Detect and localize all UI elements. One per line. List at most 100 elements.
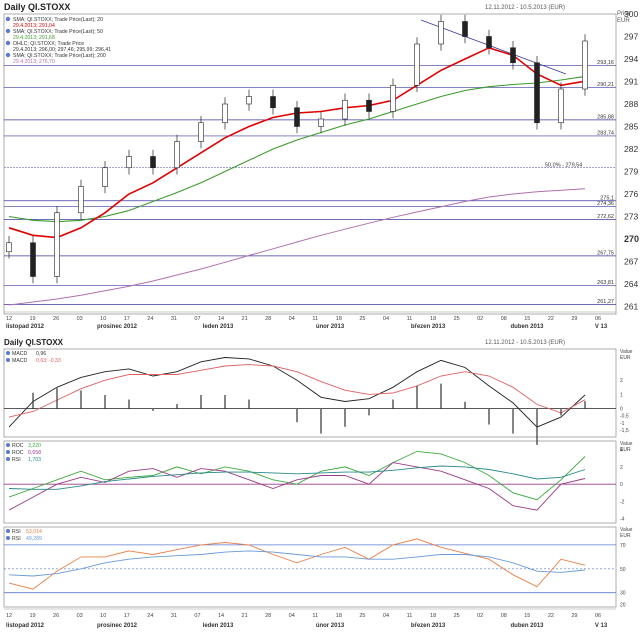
candle-body-23 bbox=[558, 88, 564, 124]
macd-panel[interactable] bbox=[3, 348, 617, 438]
price-tick-8: 276 bbox=[624, 189, 638, 199]
legend-sma50-value: 29.4.2013; 291,68 bbox=[13, 35, 55, 41]
g-rsi-ytick-2: 70 bbox=[620, 543, 626, 549]
g-macd-ytick-0: Value bbox=[620, 349, 633, 355]
day-tick-1-23: 22 bbox=[548, 613, 554, 619]
day-tick-0-23: 22 bbox=[548, 316, 554, 322]
candle-body-22 bbox=[534, 62, 540, 124]
month-label-1-3: únor 2013 bbox=[316, 623, 345, 629]
day-tick-1-25: 06 bbox=[595, 613, 601, 619]
day-tick-0-10: 21 bbox=[242, 316, 248, 322]
candle-body-8 bbox=[198, 122, 204, 142]
legend-dot-macd2 bbox=[6, 358, 10, 362]
day-tick-1-1: 19 bbox=[29, 613, 35, 619]
day-tick-0-13: 11 bbox=[312, 316, 318, 322]
trend-line bbox=[420, 19, 567, 75]
candle-body-15 bbox=[366, 99, 372, 112]
level-label-1: 290,21 bbox=[597, 82, 614, 88]
legend-dot-sma50 bbox=[5, 28, 11, 34]
g-macd-ytick-1: EUR bbox=[620, 355, 631, 361]
lower-date-range: 12.11.2012 - 10.5.2013 (EUR) bbox=[485, 340, 565, 346]
candle-body-11 bbox=[270, 96, 276, 109]
candle-body-7 bbox=[174, 141, 180, 169]
candle-body-6 bbox=[150, 156, 156, 169]
month-label-0-1: prosinec 2012 bbox=[97, 324, 138, 330]
fib-label: 50,0% - 279,54 bbox=[545, 162, 582, 168]
candle-body-16 bbox=[390, 84, 396, 112]
g-macd-ytick-7: -1,5 bbox=[620, 428, 629, 434]
price-tick-3: 291 bbox=[624, 77, 638, 87]
level-label-7: 267,75 bbox=[597, 250, 614, 256]
price-panel[interactable] bbox=[3, 13, 617, 315]
main-legend: SMA; QI.STOXX; Trade Price(Last); 20 29.… bbox=[5, 16, 111, 65]
g-roc-ytick-5: -2 bbox=[620, 499, 625, 505]
candle-body-5 bbox=[126, 156, 132, 169]
g-roc-ytick-3: 2 bbox=[620, 465, 623, 471]
month-label-1-5: duben 2013 bbox=[510, 623, 544, 629]
sma200-line bbox=[8, 188, 586, 306]
month-label-0-6: V 13 bbox=[595, 324, 608, 330]
candle-body-1 bbox=[30, 242, 36, 277]
candle-body-21 bbox=[510, 47, 516, 64]
day-tick-0-19: 25 bbox=[454, 316, 460, 322]
day-tick-0-15: 25 bbox=[359, 316, 365, 322]
main-date-range: 12.11.2012 - 10.5.2013 (EUR) bbox=[485, 5, 565, 11]
day-tick-1-13: 11 bbox=[312, 613, 318, 619]
g-macd-ytick-5: -0,5 bbox=[620, 414, 629, 420]
day-tick-0-5: 17 bbox=[124, 316, 130, 322]
candle-body-3 bbox=[78, 186, 84, 214]
rsi-legend: RSI 53,014 RSI 49,289 bbox=[6, 529, 42, 542]
currency-unit-label: EUR bbox=[617, 18, 630, 24]
day-tick-0-16: 04 bbox=[383, 316, 389, 322]
day-tick-1-7: 31 bbox=[171, 613, 177, 619]
day-tick-1-5: 17 bbox=[124, 613, 130, 619]
day-tick-1-0: 12 bbox=[6, 613, 12, 619]
day-tick-1-2: 26 bbox=[53, 613, 59, 619]
macd-legend-1-value: 0,96 bbox=[36, 351, 46, 357]
day-tick-0-9: 14 bbox=[218, 316, 224, 322]
roc-legend-3-value: 1,703 bbox=[28, 457, 41, 463]
month-label-1-6: V 13 bbox=[595, 623, 608, 629]
g-rsi-series-1 bbox=[8, 550, 586, 577]
g-roc-ytick-0: Value bbox=[620, 441, 633, 447]
legend-dot-sma200 bbox=[5, 52, 11, 58]
price-tick-2: 294 bbox=[624, 54, 638, 64]
legend-dot-rsi1 bbox=[6, 529, 10, 533]
day-tick-0-6: 24 bbox=[147, 316, 153, 322]
g-roc-ytick-1: EUR bbox=[620, 447, 631, 453]
main-chart-title: Daily QI.STOXX bbox=[4, 2, 70, 12]
g-macd-series-1 bbox=[8, 364, 586, 418]
legend-ohlc-value: 29.4.2013; 296,00; 297,46; 295,99; 296,4… bbox=[13, 47, 111, 53]
day-tick-0-21: 08 bbox=[501, 316, 507, 322]
candle-body-18 bbox=[438, 21, 444, 45]
legend-sma20-value: 29.4.2013; 291,04 bbox=[13, 23, 55, 29]
g-rsi-ytick-1: EUR bbox=[620, 533, 631, 539]
candle-body-0 bbox=[6, 242, 12, 253]
price-tick-9: 273 bbox=[624, 212, 638, 222]
day-tick-0-8: 07 bbox=[194, 316, 200, 322]
roc-legend-2-name: ROC bbox=[12, 450, 24, 456]
legend-dot-ohlc bbox=[5, 40, 11, 46]
price-tick-12: 264 bbox=[624, 279, 638, 289]
day-tick-0-25: 06 bbox=[595, 316, 601, 322]
g-roc-series-1 bbox=[8, 462, 586, 511]
legend-sma50-label: SMA; QI.STOXX; Trade Price(Last); 50 bbox=[13, 29, 103, 35]
rsi-panel[interactable] bbox=[3, 526, 617, 608]
day-tick-0-20: 02 bbox=[477, 316, 483, 322]
legend-dot-macd1 bbox=[6, 351, 10, 355]
g-roc-series-0 bbox=[8, 450, 586, 501]
day-tick-1-10: 21 bbox=[242, 613, 248, 619]
g-rsi-ytick-0: Value bbox=[620, 527, 633, 533]
roc-panel[interactable] bbox=[3, 440, 617, 524]
level-label-3: 283,74 bbox=[597, 130, 614, 136]
g-rsi-ytick-4: 30 bbox=[620, 591, 626, 597]
day-tick-1-24: 29 bbox=[571, 613, 577, 619]
legend-dot-rsi2 bbox=[6, 536, 10, 540]
month-label-1-2: leden 2013 bbox=[203, 623, 234, 629]
price-tick-1: 297 bbox=[624, 32, 638, 42]
day-tick-0-18: 18 bbox=[430, 316, 436, 322]
legend-dot-sma20 bbox=[5, 16, 11, 22]
day-tick-0-11: 28 bbox=[265, 316, 271, 322]
